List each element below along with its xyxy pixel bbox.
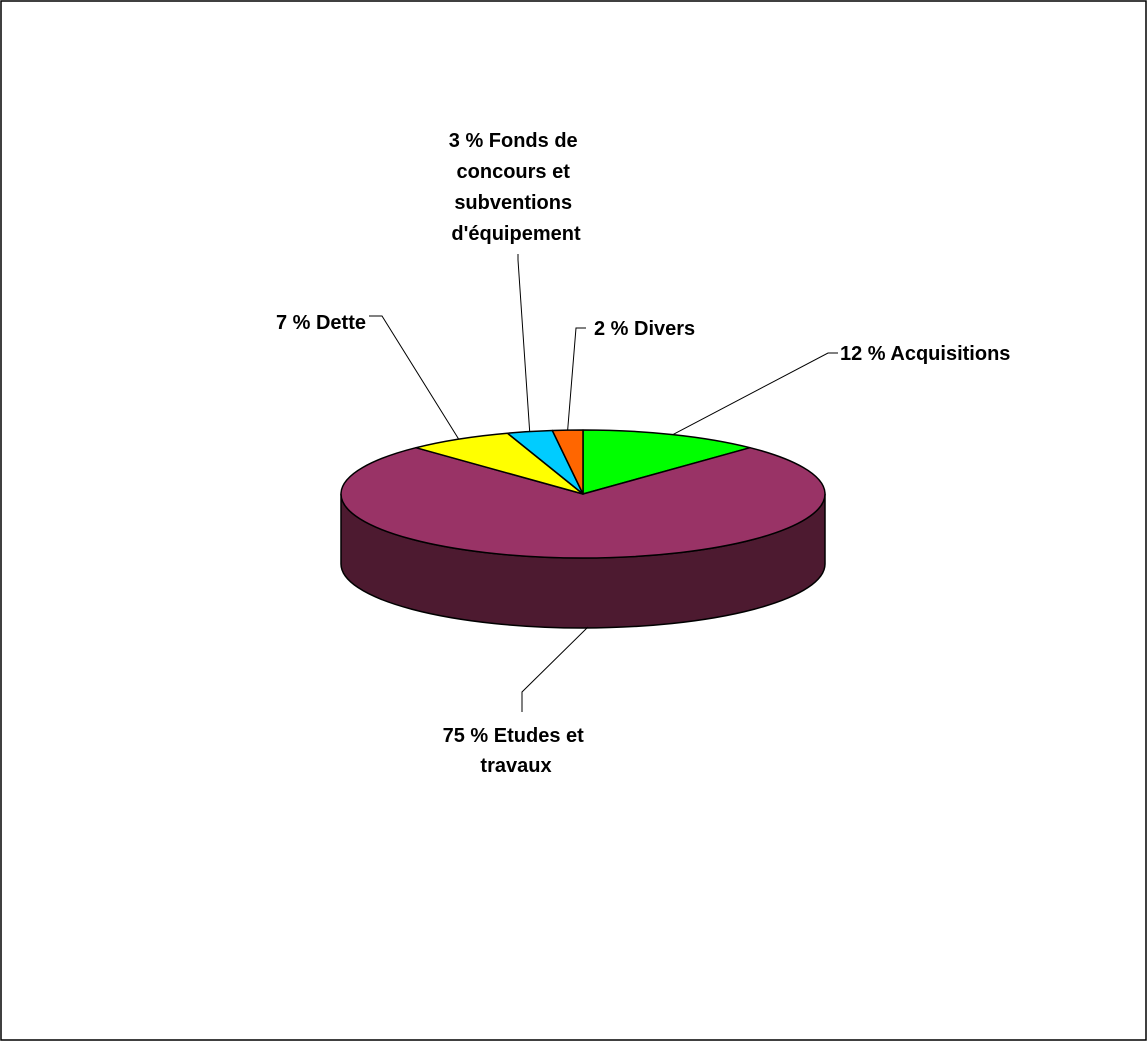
label-dette-line: 7 % Dette [276, 312, 366, 334]
label-fonds-line: subventions [454, 192, 572, 214]
label-divers: 2 % Divers [594, 318, 695, 340]
leader-etudes [521, 626, 589, 712]
pie-slice-acquisitions [582, 429, 751, 495]
label-divers-line: 2 % Divers [594, 318, 695, 340]
pie-top [340, 429, 826, 559]
leader-acquisitions [672, 352, 838, 436]
pie-slice-divers [551, 429, 584, 495]
label-dette: 7 % Dette [276, 312, 366, 334]
label-acquisitions: 12 % Acquisitions [840, 343, 1010, 365]
label-fonds-line: d'équipement [451, 223, 581, 245]
leader-dette [369, 315, 460, 440]
label-fonds-line: 3 % Fonds de [449, 130, 578, 152]
leader-divers [567, 327, 586, 431]
label-acquisitions-line: 12 % Acquisitions [840, 343, 1010, 365]
label-fonds: 3 % Fonds de concours et subventions d'é… [449, 130, 583, 245]
label-etudes-line: 75 % Etudes et [443, 725, 585, 747]
label-etudes-line: travaux [480, 755, 551, 777]
label-etudes: 75 % Etudes et travaux [443, 725, 590, 777]
pie-slice-dette [415, 432, 584, 495]
label-fonds-line: concours et [457, 161, 571, 183]
leader-lines [369, 254, 838, 712]
pie-slice-etudes-et-travaux [340, 446, 826, 559]
leader-fonds [517, 254, 531, 432]
